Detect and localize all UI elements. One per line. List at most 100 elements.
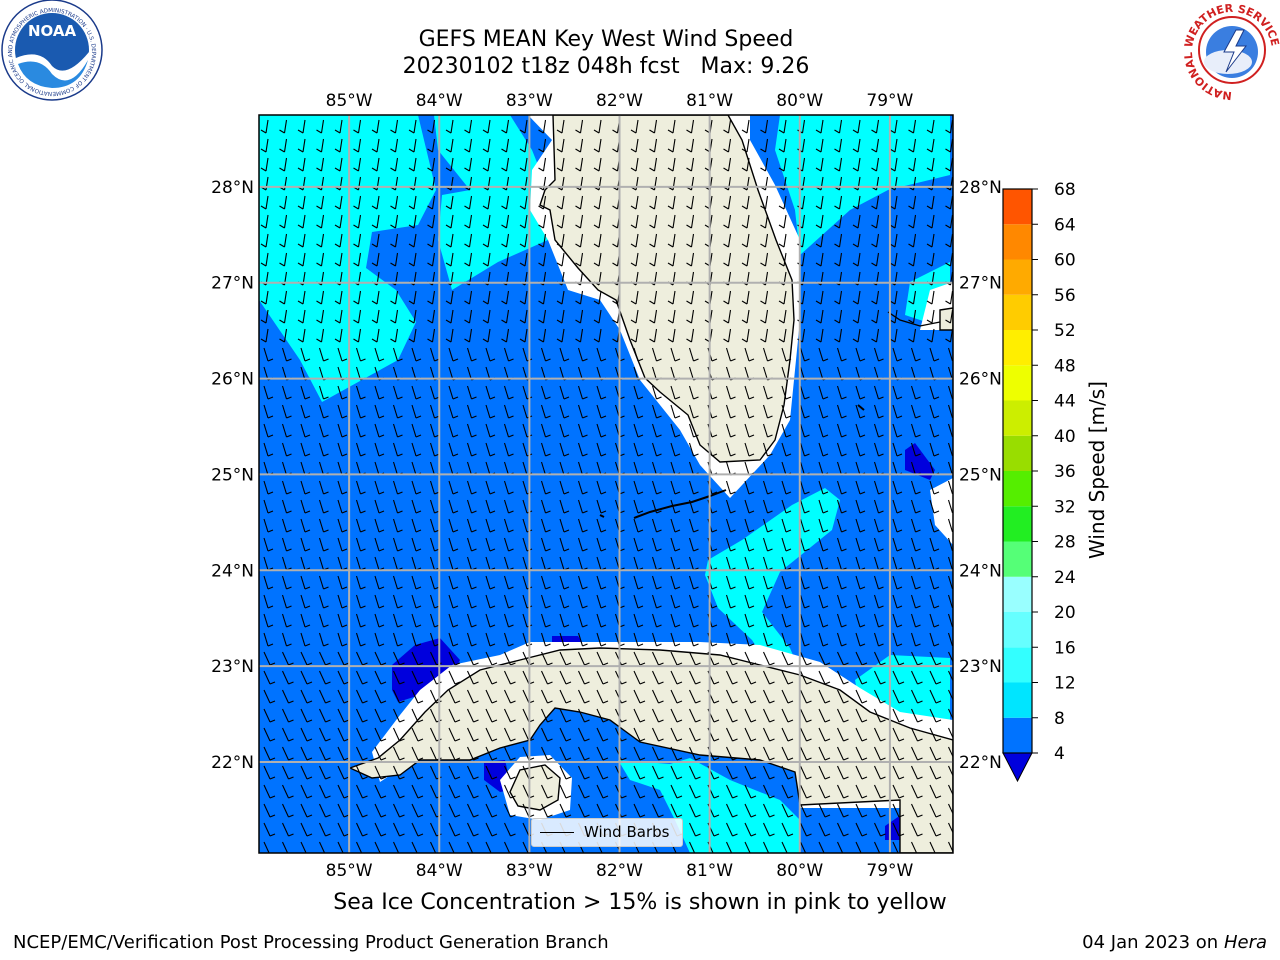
wind-barb xyxy=(908,195,917,210)
wind-barb xyxy=(541,727,553,742)
wind-barb xyxy=(652,803,664,818)
wind-barb xyxy=(559,765,572,780)
wind-barb xyxy=(892,784,905,799)
wind-barb xyxy=(670,385,681,400)
wind-barb xyxy=(448,727,461,742)
wind-barb xyxy=(427,119,436,134)
wind-barb xyxy=(577,613,588,628)
wind-barb xyxy=(633,670,646,685)
wind-barb xyxy=(316,138,325,153)
lon-tick-label-bottom: 83°W xyxy=(506,861,553,881)
wind-barb xyxy=(392,632,403,647)
wind-barb xyxy=(538,328,547,343)
wind-barb xyxy=(319,670,331,685)
wind-barb xyxy=(593,157,602,172)
wind-barb xyxy=(392,537,403,552)
wind-barb xyxy=(260,309,269,324)
colorbar-segment xyxy=(1003,294,1032,330)
wind-barb xyxy=(501,138,510,153)
wind-barb xyxy=(651,404,662,419)
wind-barb xyxy=(778,328,787,343)
wind-barb xyxy=(741,290,750,305)
wind-barb xyxy=(667,119,676,134)
wind-barb xyxy=(263,727,276,742)
wind-barb xyxy=(319,708,331,723)
wind-barb xyxy=(910,537,921,552)
wind-barb xyxy=(892,594,903,609)
wind-barb xyxy=(911,803,923,818)
wind-barb xyxy=(356,727,368,742)
wind-barb xyxy=(482,119,491,134)
wind-barb xyxy=(556,252,565,267)
map-frame xyxy=(258,114,954,854)
wind-barb xyxy=(818,518,829,533)
wind-barb xyxy=(393,651,405,666)
wind-barb xyxy=(556,233,565,248)
wind-barb xyxy=(538,290,547,305)
wind-barb xyxy=(744,803,757,818)
wind-barb xyxy=(371,252,380,267)
wind-barb xyxy=(892,746,905,761)
wind-barb xyxy=(334,309,343,324)
wind-barb xyxy=(279,195,288,210)
wind-barb xyxy=(815,290,824,305)
wind-barb xyxy=(316,157,325,172)
wind-barb xyxy=(318,594,329,609)
wind-barb xyxy=(929,423,940,438)
wind-barb xyxy=(279,252,288,267)
wind-barb xyxy=(448,499,459,514)
wind-barb xyxy=(334,214,343,229)
wind-barb xyxy=(926,233,935,248)
lat-tick-label-right: 27°N xyxy=(959,274,1002,294)
wind-barb xyxy=(503,537,514,552)
wind-barb xyxy=(800,727,812,742)
wind-barb xyxy=(596,746,609,761)
wind-barb xyxy=(781,651,794,666)
lat-tick-label-right: 25°N xyxy=(959,465,1002,485)
wind-barb xyxy=(485,689,498,704)
lon-tick-label-bottom: 84°W xyxy=(416,861,463,881)
wind-barb xyxy=(337,480,348,495)
wind-barb xyxy=(356,689,368,704)
wind-barb xyxy=(596,480,607,495)
wind-barb xyxy=(688,632,699,647)
wind-barb xyxy=(593,138,602,153)
wind-barb xyxy=(319,651,331,666)
wind-barb xyxy=(686,138,695,153)
wind-barb xyxy=(818,784,831,799)
wind-barb xyxy=(596,423,607,438)
wind-barb xyxy=(393,765,405,780)
wind-barb xyxy=(263,518,274,533)
wind-barb xyxy=(300,537,311,552)
wind-barb xyxy=(686,157,695,172)
wind-barb xyxy=(945,309,953,324)
wind-barb xyxy=(371,119,380,134)
wind-barb xyxy=(297,138,306,153)
wind-barb xyxy=(485,518,496,533)
wind-barb xyxy=(855,594,866,609)
wind-barb xyxy=(297,157,306,172)
wind-barb xyxy=(575,290,584,305)
wind-barb xyxy=(818,575,829,590)
lat-tick-label-left: 24°N xyxy=(211,561,254,581)
wind-barb xyxy=(815,252,824,267)
wind-barb xyxy=(466,404,477,419)
wind-barb xyxy=(263,575,274,590)
wind-barb xyxy=(945,214,953,229)
wind-barb xyxy=(818,727,831,742)
wind-barb xyxy=(559,404,570,419)
colorbar-segment xyxy=(1003,189,1032,225)
colorbar-tick-label: 16 xyxy=(1054,638,1076,658)
wind-barb xyxy=(836,518,847,533)
wind-barb xyxy=(390,138,399,153)
wind-barb xyxy=(670,613,681,628)
wind-barb xyxy=(411,575,422,590)
wind-barb xyxy=(762,632,773,647)
wind-barb xyxy=(541,651,553,666)
wind-barb xyxy=(300,784,313,799)
wind-barb xyxy=(873,594,884,609)
wind-barb xyxy=(448,537,459,552)
wind-barb xyxy=(392,518,403,533)
wind-barb xyxy=(762,442,773,457)
wind-barb xyxy=(910,575,921,590)
